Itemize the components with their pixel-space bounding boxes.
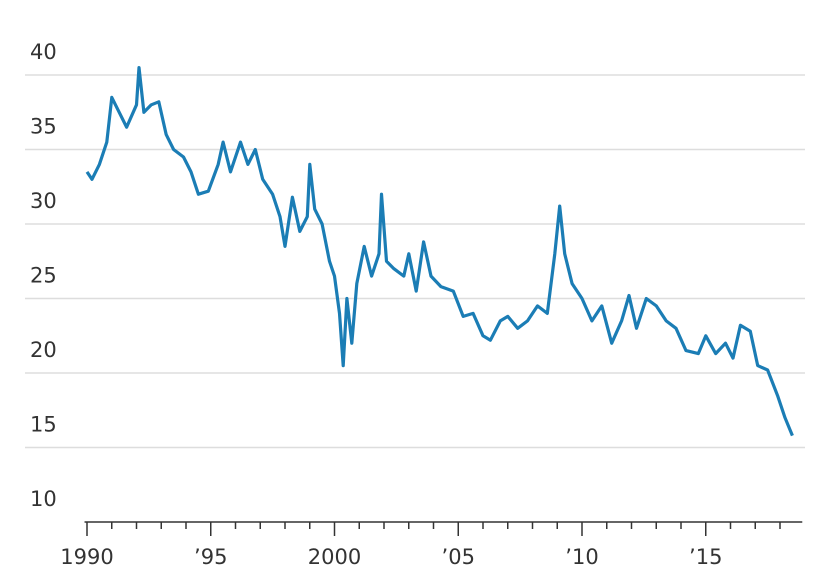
x-tick-label: ’10: [565, 545, 598, 569]
y-tick-label: 10: [30, 487, 57, 511]
x-tick-label: ’15: [689, 545, 722, 569]
x-tick-label: 2000: [308, 545, 361, 569]
y-tick-label: 35: [30, 115, 57, 139]
y-tick-label: 15: [30, 413, 57, 437]
data-line: [85, 66, 794, 437]
y-tick-label: 30: [30, 189, 57, 213]
x-tick-label: 1990: [60, 545, 113, 569]
x-tick-label: ’95: [194, 545, 227, 569]
y-tick-label: 20: [30, 338, 57, 362]
x-tick-label: ’05: [442, 545, 475, 569]
y-tick-label: 25: [30, 264, 57, 288]
y-tick-label: 40: [30, 40, 57, 64]
